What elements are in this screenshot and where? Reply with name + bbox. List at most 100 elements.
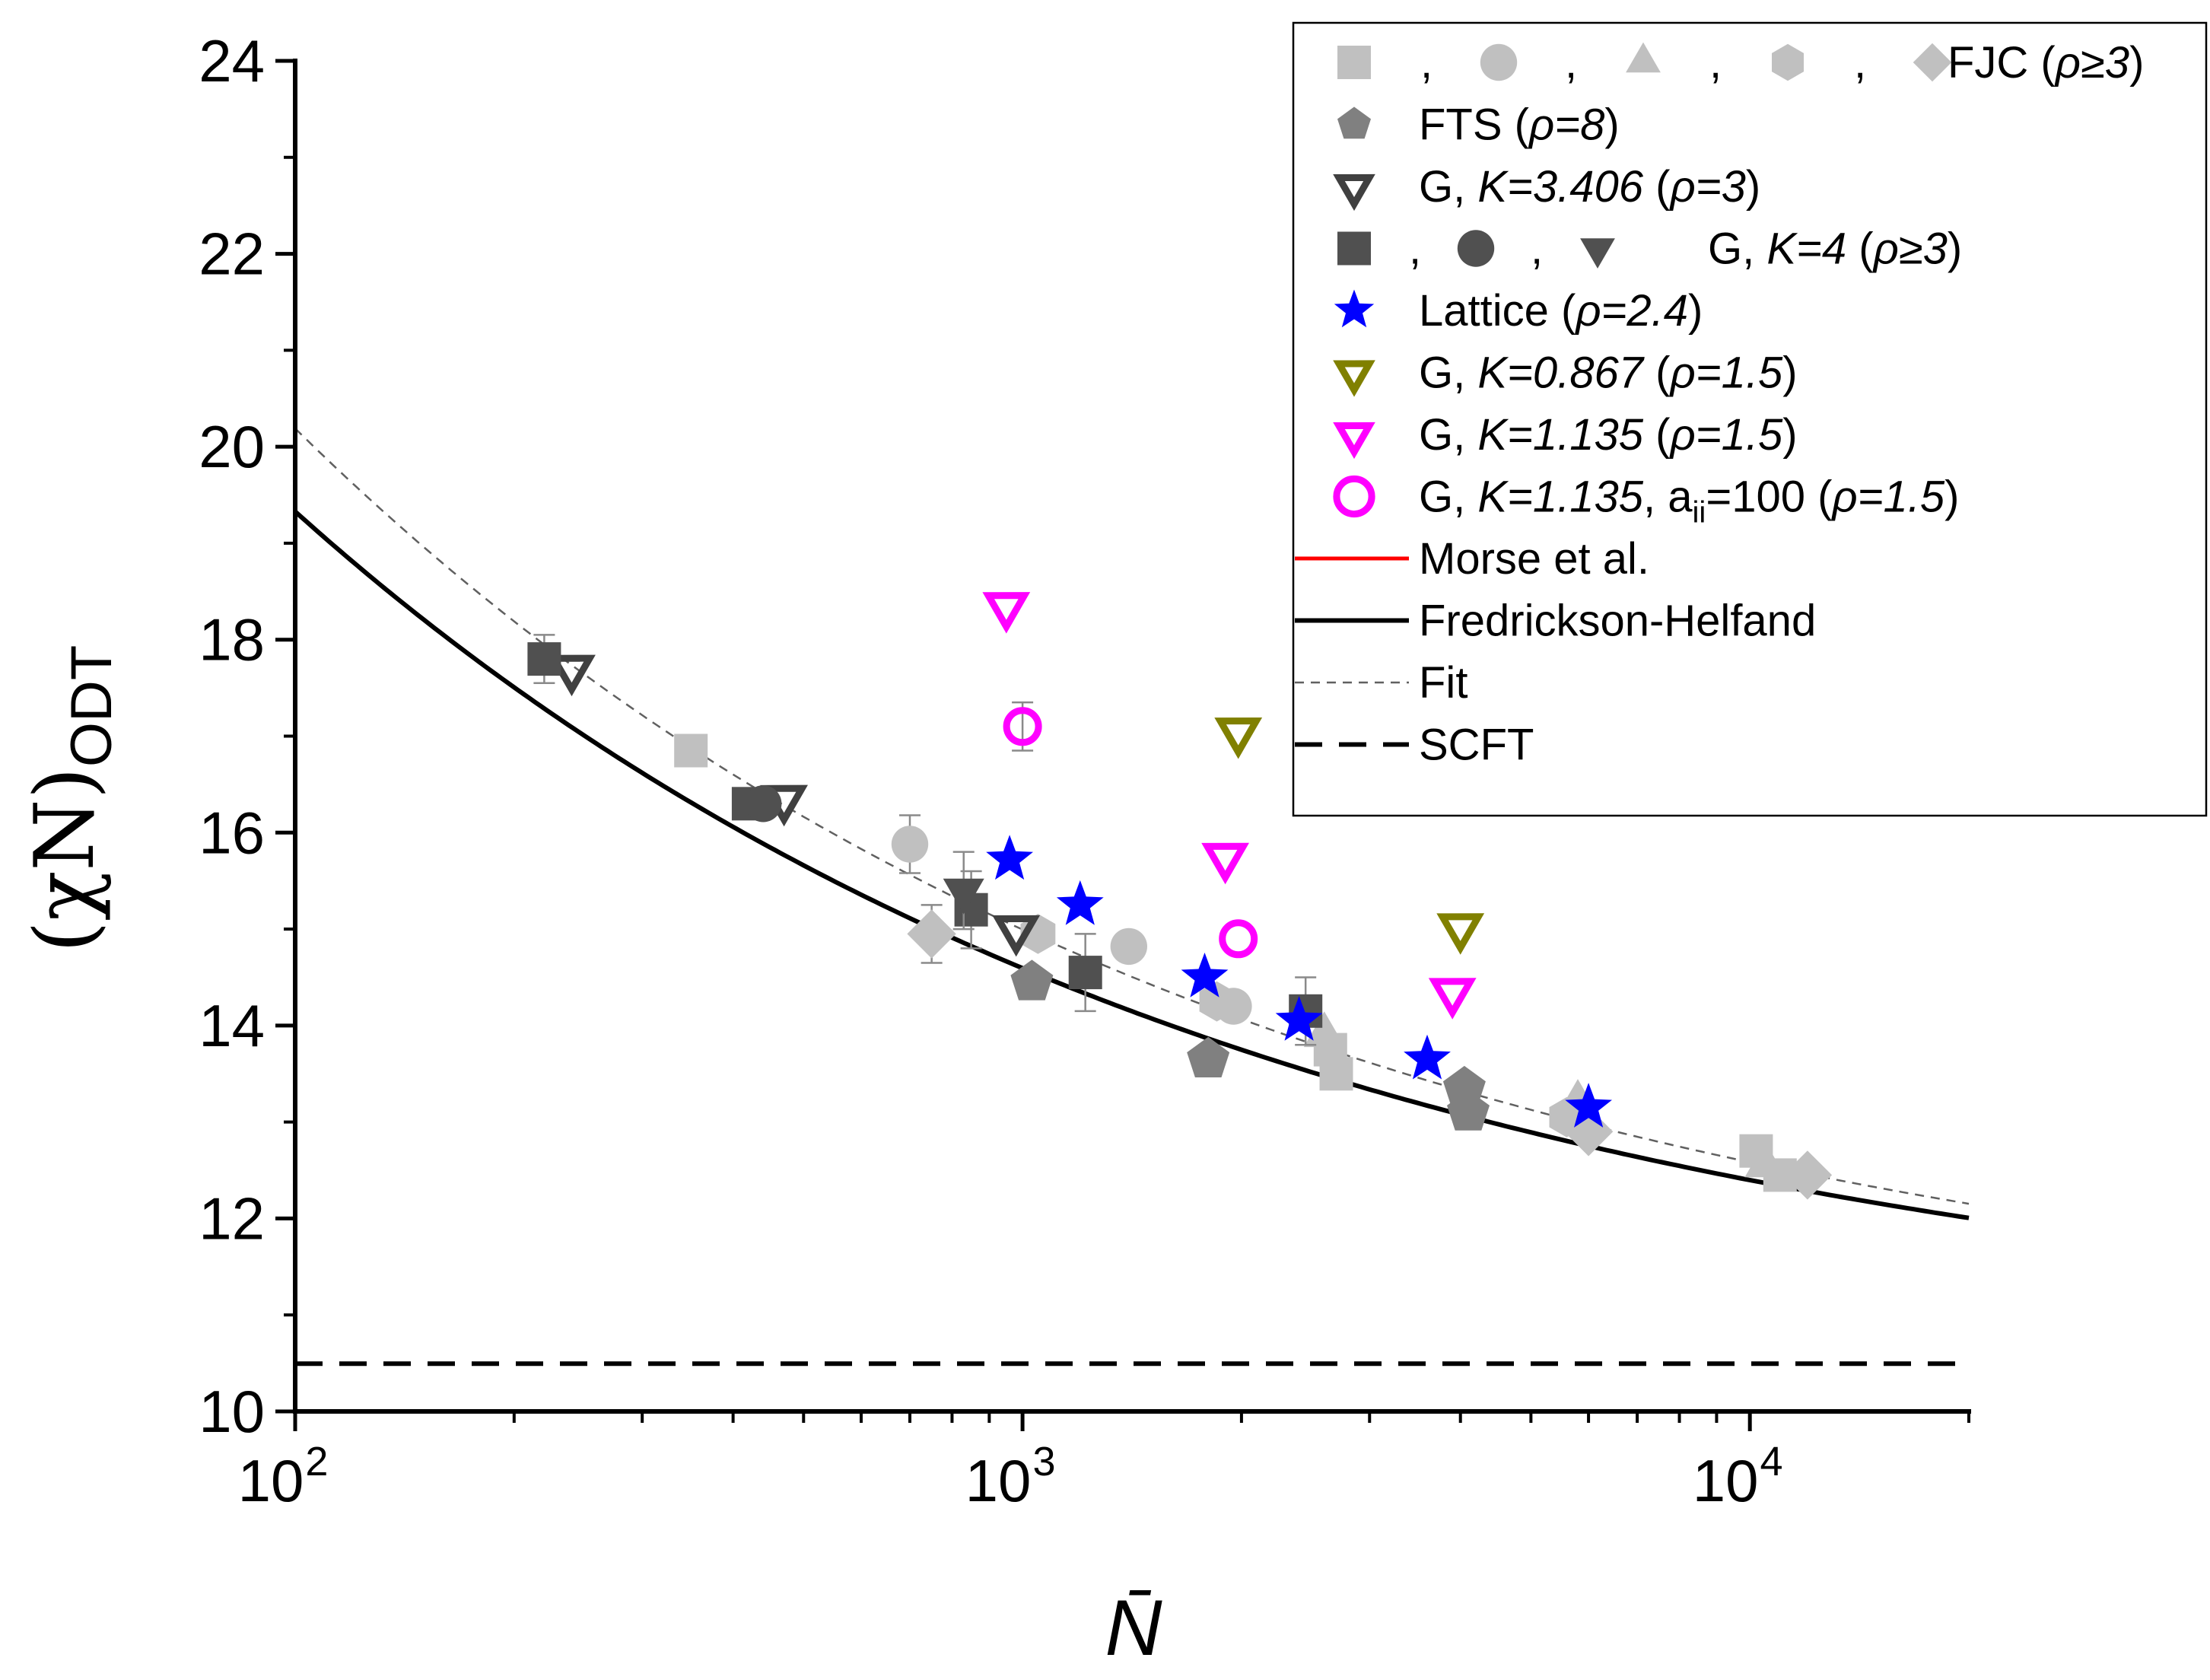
legend-marker-shape	[1626, 42, 1661, 73]
series-fts-point-shape	[1187, 1036, 1230, 1077]
line-fit	[294, 428, 1970, 1205]
legend-marker-shape	[1337, 107, 1371, 139]
series-fts-point	[1010, 959, 1054, 1001]
legend-separator: ,	[1409, 224, 1421, 274]
y-axis-title: (χN)ODT	[17, 645, 124, 953]
x-axis-title-text: N̄	[1105, 1584, 1162, 1672]
series-fjc-diamond-point	[907, 909, 956, 959]
legend-marker	[1772, 43, 1804, 81]
legend-label: Morse et al.	[1419, 534, 1649, 584]
y-tick-label: 20	[199, 413, 265, 480]
series-g-k-1-135-aii-100-point	[1219, 919, 1258, 959]
legend-marker-shape	[1333, 360, 1375, 397]
legend-entry: G, K=0.867 (ρ=1.5)	[1333, 348, 1798, 398]
series-fjc-hexagon-point	[1199, 981, 1235, 1022]
legend-marker-shape	[1913, 43, 1952, 82]
legend-entry: G, K=3.406 (ρ=3)	[1333, 162, 1760, 212]
series-fjc-circle	[891, 814, 1252, 1025]
legend-entry: Fredrickson-Helfand	[1295, 597, 1816, 646]
x-tick-label: 104	[1693, 1439, 1783, 1514]
series-fts-point	[1187, 1036, 1230, 1077]
series-lattice	[986, 835, 1612, 1128]
legend-label: G, K=3.406 (ρ=3)	[1419, 162, 1760, 212]
series-g-k-1-135-point-shape	[1428, 978, 1477, 1020]
y-axis-title-subscript: ODT	[59, 645, 124, 767]
legend-marker-shape	[1772, 43, 1804, 81]
series-fjc-triangle-point-shape	[1303, 1011, 1345, 1048]
series-lattice-point-shape	[986, 835, 1033, 880]
x-tick-label: 103	[965, 1439, 1056, 1514]
legend-label: Lattice (ρ=2.4)	[1419, 286, 1703, 336]
legend-marker-shape	[1337, 46, 1371, 79]
legend-label: FTS (ρ=8)	[1419, 100, 1620, 150]
legend-marker-shape	[1333, 173, 1375, 212]
legend-entry: Fit	[1295, 658, 1468, 708]
legend-label: G, K=0.867 (ρ=1.5)	[1419, 348, 1798, 398]
legend-marker-shape	[1333, 475, 1375, 518]
series-g-k-4-circle	[745, 785, 782, 822]
series-g-k-4-triangle	[943, 851, 984, 931]
legend-label: Fit	[1419, 658, 1468, 708]
legend-label: Fredrickson-Helfand	[1419, 597, 1816, 646]
legend-label: G, K=1.135 (ρ=1.5)	[1419, 410, 1798, 460]
series-g-k-4-square-point-shape	[527, 642, 561, 676]
series-fjc-diamond-point-shape	[907, 909, 956, 959]
legend-marker-shape	[1480, 43, 1518, 81]
series-fjc-circle-point-shape	[1110, 928, 1147, 966]
series-fjc-circle-point	[891, 826, 929, 863]
legend-entry: Morse et al.	[1295, 534, 1649, 584]
y-tick-label: 12	[199, 1185, 265, 1252]
series-fts-point	[1442, 1065, 1486, 1107]
series-g-k-0-867-point	[1436, 913, 1485, 955]
series-g-k-4-square-point	[527, 642, 561, 676]
legend-entry: Lattice (ρ=2.4)	[1334, 286, 1703, 336]
legend-separator: ,	[1709, 38, 1722, 88]
series-fjc-triangle-point	[1303, 1011, 1345, 1048]
series-g-k-4-square-point	[1068, 956, 1102, 990]
legend-marker-shape	[1337, 231, 1371, 266]
legend-entry: SCFT	[1295, 721, 1534, 770]
series-g-k-1-135-point	[1428, 978, 1477, 1020]
series-lattice-point-shape	[1056, 880, 1104, 925]
series-g-k-4-circle-point-shape	[745, 785, 782, 822]
series-g-k-0-867-point-shape	[1436, 913, 1485, 955]
series-lattice-point-shape	[1565, 1083, 1612, 1128]
series-g-k-1-135-point	[982, 592, 1031, 634]
series-g-k-1-135-point-shape	[982, 592, 1031, 634]
legend-marker	[1333, 173, 1375, 212]
series-fjc-circle-point-shape	[891, 826, 929, 863]
series-g-k-3-406-open-point-shape	[992, 915, 1041, 957]
series-g-k-3-406-open-point-shape	[548, 654, 596, 697]
series-g-k-1-135	[982, 592, 1477, 1020]
legend-marker-shape	[1580, 238, 1615, 269]
series-g-k-4-square-point-shape	[1068, 956, 1102, 990]
legend-separator: ,	[1854, 38, 1866, 88]
series-g-k-3-406-open-point	[992, 915, 1041, 957]
series-fjc-triangle-point-shape	[1744, 1141, 1786, 1178]
series-fjc-hexagon-point-shape	[1199, 981, 1235, 1022]
legend-entry: ,,,, FJC (ρ≥3)	[1337, 38, 2144, 88]
legend-separator: ,	[1565, 38, 1577, 88]
legend-entry: G, K=1.135, aii=100 (ρ=1.5)	[1333, 473, 1959, 530]
legend-marker	[1337, 46, 1371, 79]
series-fts	[1010, 959, 1490, 1131]
legend-marker	[1457, 230, 1495, 267]
y-tick-label: 14	[199, 992, 265, 1059]
legend-label: G, K=4 (ρ≥3)	[1708, 224, 1962, 274]
y-tick-label: 24	[199, 27, 265, 94]
legend-separator: ,	[1420, 38, 1433, 88]
y-tick-label: 16	[199, 799, 265, 866]
y-tick-label: 10	[199, 1378, 265, 1445]
legend-marker-shape	[1333, 422, 1375, 460]
series-g-k-1-135-point-shape	[1201, 842, 1249, 885]
series-lattice-point	[1565, 1083, 1612, 1128]
legend-label: FJC (ρ≥3)	[1948, 38, 2144, 88]
legend-marker	[1480, 43, 1518, 81]
series-g-k-1-135-aii-100-point-shape	[1219, 919, 1258, 959]
series-g-k-0-867-point-shape	[1214, 717, 1263, 759]
legend-box	[1292, 21, 2208, 817]
x-tick-label: 102	[238, 1439, 329, 1514]
series-lattice-point	[1275, 996, 1323, 1041]
series-g-k-1-135-point	[1201, 842, 1249, 885]
